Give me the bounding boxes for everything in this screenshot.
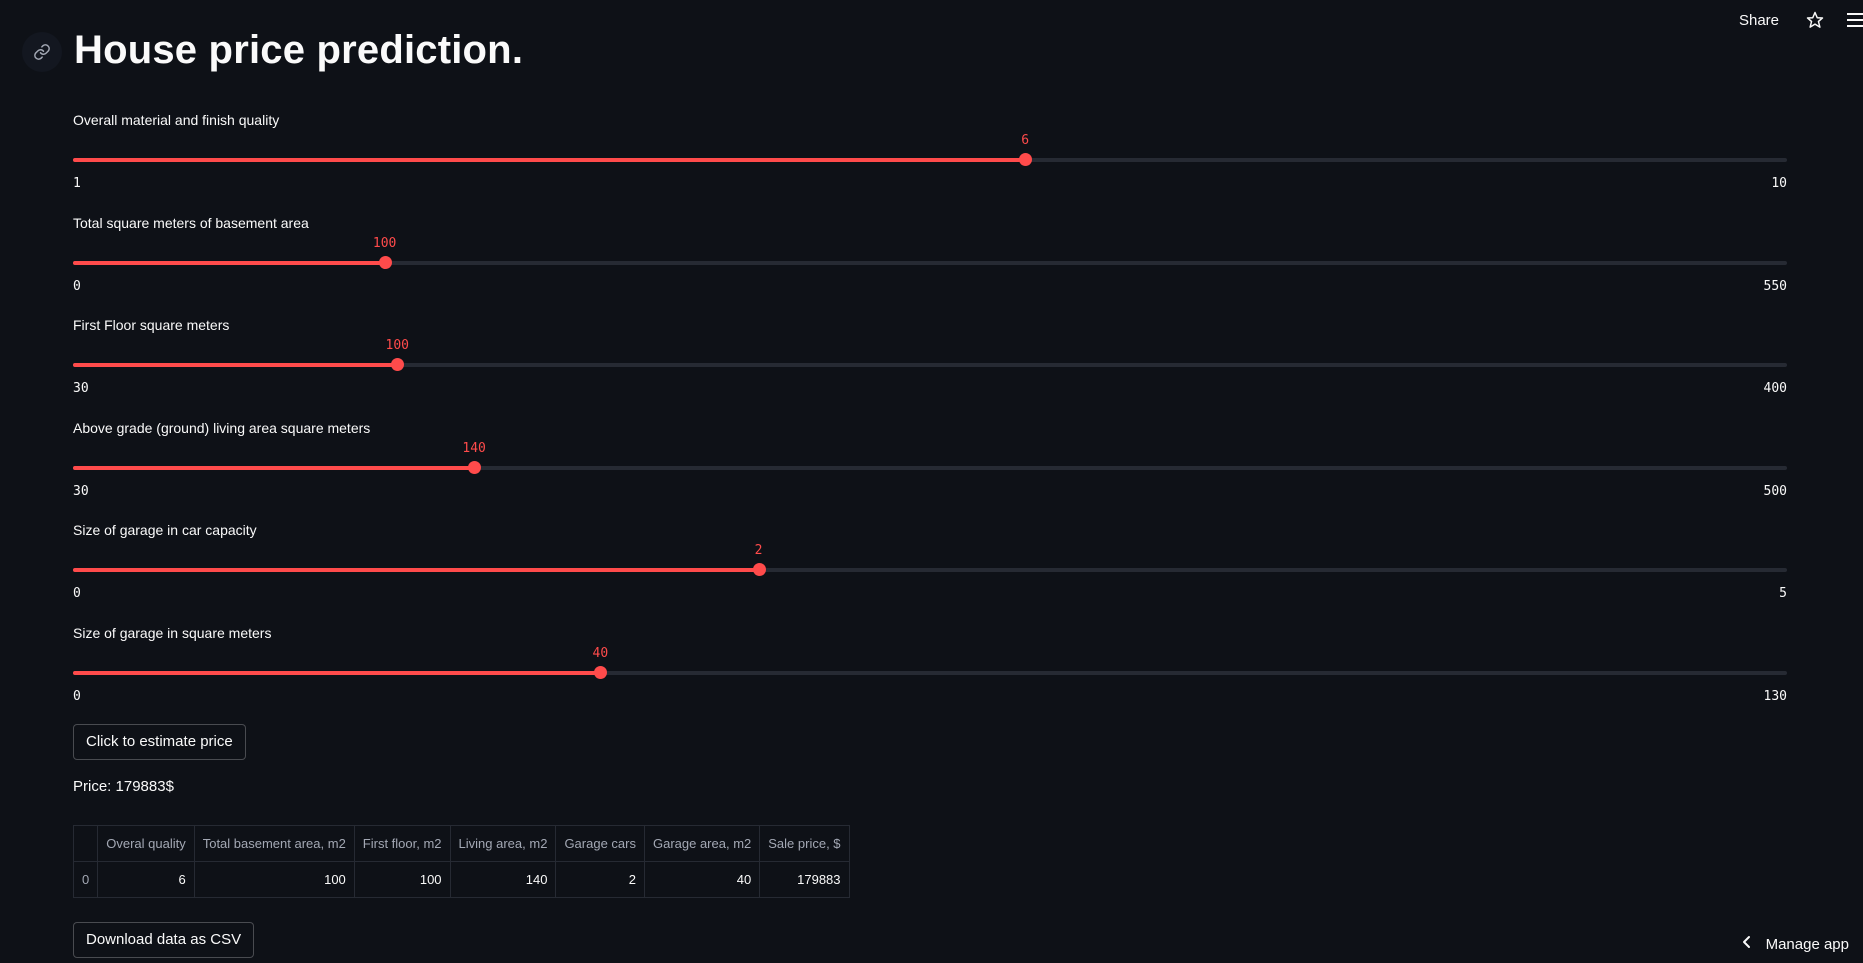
- hamburger-menu-icon[interactable]: [1847, 10, 1863, 30]
- table-header-cell[interactable]: Overal quality: [97, 825, 195, 862]
- page-title: House price prediction.: [74, 28, 524, 72]
- table-header-cell[interactable]: Living area, m2: [449, 825, 557, 862]
- estimate-price-button[interactable]: Click to estimate price: [73, 724, 246, 760]
- table-cell[interactable]: 100: [353, 861, 451, 898]
- slider-3: First Floor square meters 100 30 400: [73, 315, 1787, 418]
- link-icon[interactable]: [22, 32, 62, 72]
- table-cell[interactable]: 2: [555, 861, 645, 898]
- slider-fill: [73, 670, 601, 675]
- table-cell[interactable]: 179883: [759, 861, 850, 898]
- share-button[interactable]: Share: [1738, 11, 1779, 29]
- slider-current-value: 40: [592, 645, 609, 661]
- slider-1: Overall material and finish quality 6 1 10: [73, 110, 1787, 213]
- slider-min-label: 1: [73, 176, 81, 191]
- table-header-cell[interactable]: Total basement area, m2: [193, 825, 355, 862]
- slider-current-value: 6: [1021, 133, 1030, 148]
- slider-label: Size of garage in car capacity: [73, 522, 257, 539]
- slider-fill: [73, 158, 1026, 162]
- slider-fill: [73, 568, 759, 573]
- slider-label: First Floor square meters: [73, 317, 230, 334]
- slider-thumb[interactable]: [391, 358, 405, 372]
- table-cell[interactable]: 100: [193, 861, 355, 898]
- table-index-cell[interactable]: 0: [72, 861, 99, 898]
- chevron-left-icon: [1742, 935, 1752, 953]
- slider-2: Total square meters of basement area 100 0…: [73, 213, 1787, 316]
- slider-label: Above grade (ground) living area square …: [73, 419, 371, 436]
- slider-max-label: 400: [1763, 381, 1787, 397]
- slider-min-label: 0: [73, 688, 81, 704]
- slider-min-label: 0: [73, 586, 81, 602]
- slider-thumb[interactable]: [378, 255, 392, 269]
- slider-thumb[interactable]: [1019, 153, 1033, 166]
- slider-5: Size of garage in car capacity 2 0 5: [73, 520, 1787, 623]
- slider-track[interactable]: 100: [73, 236, 1787, 269]
- slider-track[interactable]: 2: [73, 543, 1787, 577]
- slider-max-label: 130: [1763, 688, 1787, 704]
- slider-max-label: 500: [1763, 483, 1787, 499]
- slider-label: Overall material and finish quality: [73, 112, 280, 128]
- table-cell[interactable]: 6: [97, 861, 195, 898]
- manage-app-button[interactable]: Manage app: [1742, 935, 1849, 953]
- slider-fill: [73, 260, 385, 265]
- slider-max-label: 550: [1763, 278, 1787, 294]
- slider-min-label: 30: [73, 381, 89, 397]
- slider-fill: [73, 363, 398, 368]
- slider-max-label: 5: [1779, 586, 1787, 602]
- title-row: House price prediction.: [22, 28, 523, 73]
- star-icon[interactable]: [1805, 10, 1825, 30]
- slider-current-value: 140: [462, 440, 486, 456]
- table-header-row: Overal quality Total basement area, m2 Fir…: [72, 825, 850, 862]
- table-header-cell[interactable]: First floor, m2: [353, 825, 451, 862]
- slider-thumb[interactable]: [468, 460, 482, 474]
- slider-4: Above grade (ground) living area square …: [73, 418, 1787, 521]
- slider-fill: [73, 465, 475, 470]
- table-cell[interactable]: 140: [449, 861, 557, 898]
- download-csv-button[interactable]: Download data as CSV: [73, 922, 255, 958]
- table-header-cell[interactable]: [72, 825, 99, 862]
- table-row: 0 6 100 100 140 2 40 179883: [72, 861, 850, 898]
- slider-thumb[interactable]: [594, 665, 608, 679]
- table-header-cell[interactable]: Garage cars: [555, 825, 645, 862]
- slider-track[interactable]: 40: [73, 646, 1787, 679]
- slider-label: Size of garage in square meters: [73, 624, 272, 641]
- table-header-cell[interactable]: Garage area, m2: [643, 825, 761, 862]
- slider-min-label: 0: [73, 278, 81, 294]
- slider-track[interactable]: 140: [73, 441, 1787, 474]
- slider-track[interactable]: 6: [73, 133, 1787, 166]
- slider-min-label: 30: [73, 483, 89, 499]
- slider-current-value: 100: [385, 338, 410, 354]
- main-content: Overall material and finish quality 6 1 10 T…: [72, 110, 1787, 958]
- table-header-cell[interactable]: Sale price, $: [759, 825, 850, 862]
- slider-6: Size of garage in square meters 40 0 130: [73, 623, 1787, 726]
- manage-app-label: Manage app: [1765, 935, 1849, 953]
- top-toolbar: Share: [1739, 0, 1863, 40]
- slider-label: Total square meters of basement area: [73, 214, 309, 231]
- price-output: Price: 179883$: [73, 778, 174, 795]
- prediction-table[interactable]: Overal quality Total basement area, m2 Fir…: [72, 825, 850, 898]
- slider-current-value: 2: [754, 543, 763, 559]
- table-body: 0 6 100 100 140 2 40 179883: [72, 861, 850, 898]
- slider-max-label: 10: [1771, 176, 1787, 191]
- table-cell[interactable]: 40: [643, 861, 761, 898]
- slider-list: Overall material and finish quality 6 1 10 T…: [73, 110, 1787, 726]
- slider-thumb[interactable]: [752, 563, 766, 577]
- slider-track[interactable]: 100: [73, 338, 1787, 372]
- slider-current-value: 100: [372, 235, 397, 251]
